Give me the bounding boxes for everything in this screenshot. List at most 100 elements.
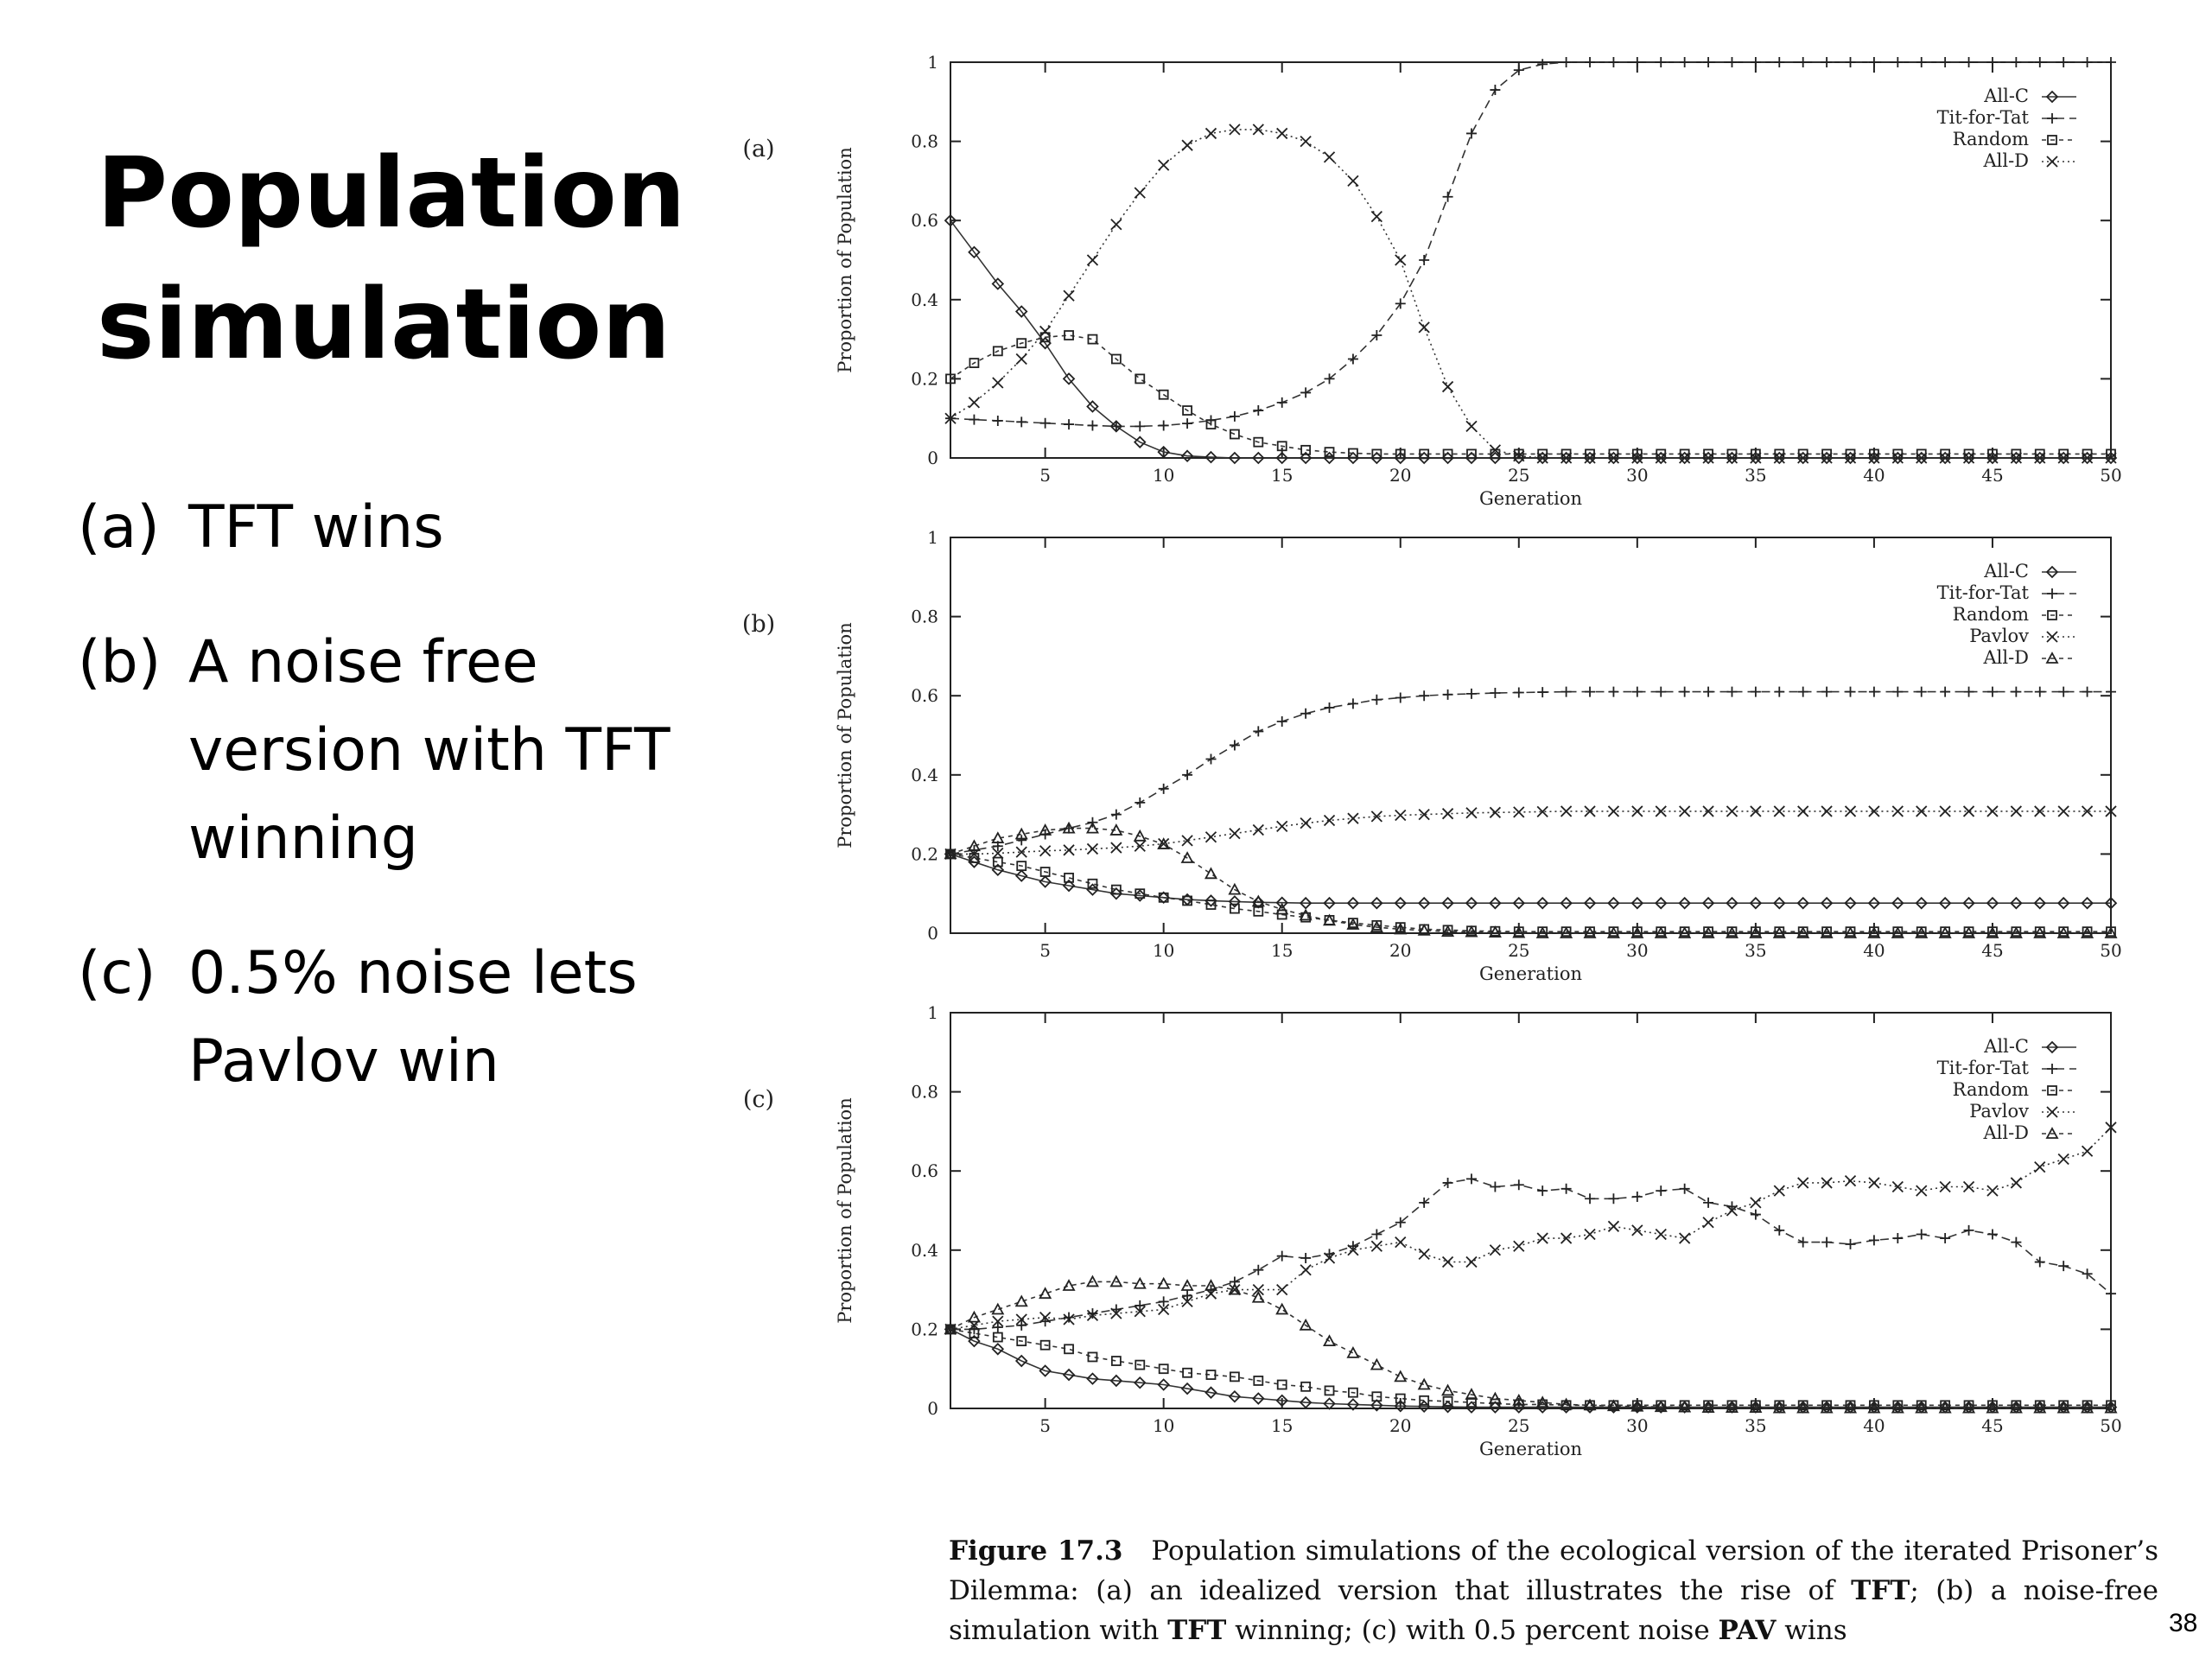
data-point — [1039, 1339, 1051, 1351]
legend-entry-label: Tit-for-Tat — [1937, 582, 2030, 603]
plus-marker-shape — [1750, 686, 1761, 697]
x-marker-shape — [1584, 805, 1596, 817]
triangle-marker-shape — [1654, 1400, 1668, 1413]
data-point — [968, 397, 981, 409]
diamond-marker-shape — [1535, 451, 1549, 465]
data-point — [1158, 159, 1170, 171]
plus-marker-shape — [2082, 57, 2093, 67]
data-point — [1512, 896, 1526, 910]
square-marker-shape — [1395, 448, 1406, 460]
triangle-marker-shape — [1512, 1393, 1526, 1406]
data-point — [2082, 57, 2093, 67]
data-point — [1915, 1401, 1929, 1414]
plus-marker-shape — [2011, 1236, 2022, 1248]
diamond-marker-shape — [1014, 1354, 1028, 1368]
data-point — [1419, 448, 1430, 460]
data-point — [1773, 896, 1786, 910]
series-line — [950, 1328, 2111, 1407]
data-point — [1702, 1217, 1714, 1229]
y-tick-label: 0.4 — [911, 1240, 938, 1261]
data-point — [1465, 451, 1478, 465]
data-point — [2105, 805, 2117, 817]
data-point — [944, 1322, 957, 1335]
diamond-marker-shape — [1417, 451, 1431, 465]
diamond-marker-shape — [1749, 896, 1763, 910]
triangle-marker-shape — [2081, 926, 2094, 938]
data-point — [1513, 450, 1525, 462]
data-point — [1085, 1274, 1099, 1287]
data-point — [1584, 805, 1596, 817]
triangle-marker-shape — [1915, 926, 1929, 938]
diamond-marker-shape — [1915, 896, 1929, 910]
data-point — [1701, 926, 1715, 938]
data-point — [1489, 444, 1502, 456]
square-marker-shape — [1087, 878, 1098, 889]
data-point — [1868, 805, 1880, 817]
plus-marker-shape — [1940, 1233, 1951, 1244]
x-tick-label: 10 — [1153, 1415, 1174, 1436]
data-point — [1229, 827, 1241, 840]
data-point — [1844, 805, 1857, 817]
data-point — [1110, 809, 1122, 820]
data-point — [1395, 1236, 1407, 1249]
data-point — [1039, 845, 1052, 857]
data-point — [992, 1332, 1003, 1343]
data-point — [1607, 451, 1620, 465]
triangle-marker-shape — [1843, 1401, 1858, 1414]
x-marker-shape — [1134, 187, 1146, 199]
diamond-marker-shape — [1962, 896, 1975, 910]
x-marker-shape — [1513, 806, 1525, 818]
data-point — [992, 847, 1004, 860]
plus-marker-shape — [1442, 689, 1453, 700]
data-point — [1275, 902, 1289, 915]
data-point — [1750, 686, 1761, 697]
data-point — [1063, 844, 1075, 856]
triangle-marker-shape — [1323, 913, 1337, 926]
triangle-marker-shape — [1251, 1290, 1265, 1303]
square-marker-shape — [1371, 1391, 1382, 1402]
triangle-marker-shape — [1678, 926, 1692, 938]
data-point — [1726, 1205, 1738, 1217]
data-point — [1656, 57, 1667, 67]
data-point — [968, 245, 981, 259]
data-point — [1916, 686, 1927, 697]
data-point — [2106, 1400, 2116, 1411]
x-marker-shape — [1584, 452, 1596, 464]
data-point — [1417, 451, 1431, 465]
x-marker-shape — [1395, 254, 1407, 266]
square-marker-shape — [1064, 1344, 1074, 1355]
x-marker-shape — [1489, 806, 1502, 818]
data-point — [2081, 452, 2094, 464]
triangle-marker-shape — [1299, 1318, 1313, 1331]
diamond-marker-shape — [1607, 451, 1620, 465]
data-point — [1843, 926, 1858, 938]
square-marker-shape — [945, 373, 956, 385]
x-marker-shape — [1418, 1248, 1430, 1261]
triangle-marker-shape — [1772, 926, 1786, 938]
data-point — [1039, 875, 1052, 888]
data-point — [1205, 450, 1217, 464]
data-point — [1064, 419, 1075, 430]
plus-marker-shape — [1016, 835, 1027, 846]
data-point — [1560, 1397, 1573, 1410]
data-point — [1986, 926, 1999, 938]
panel-label: (b) — [742, 611, 775, 638]
data-point — [1797, 805, 1809, 817]
x-marker-shape — [1063, 1313, 1075, 1325]
data-point — [1442, 1177, 1453, 1188]
x-marker-shape — [1679, 452, 1691, 464]
data-point — [1560, 1400, 1572, 1411]
data-point — [1180, 851, 1194, 863]
data-point — [1726, 805, 1738, 817]
data-point — [1063, 1313, 1075, 1325]
triangle-marker-shape — [1606, 926, 1620, 938]
x-marker-shape — [1726, 805, 1738, 817]
x-marker-shape — [1015, 846, 1027, 858]
data-point — [2034, 452, 2046, 464]
plus-marker-shape — [1821, 57, 1833, 67]
x-tick-label: 10 — [1153, 465, 1174, 486]
data-point — [1489, 451, 1502, 465]
data-point — [1608, 1193, 1619, 1205]
plus-marker-shape — [1963, 1224, 1974, 1236]
plus-marker-shape — [1158, 783, 1169, 794]
